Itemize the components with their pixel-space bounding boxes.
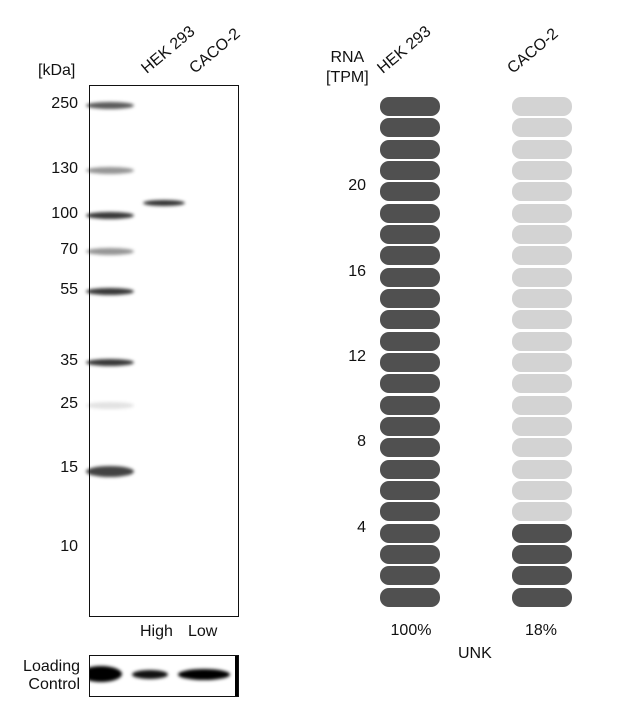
rna-bar-segment-caco-2 bbox=[512, 310, 572, 330]
rna-col-label-caco2: CACO-2 bbox=[504, 25, 562, 78]
y-tick-20: 20 bbox=[348, 177, 366, 195]
marker-label-250: 250 bbox=[51, 95, 78, 112]
value-label-hek293: 100% bbox=[390, 622, 432, 639]
rna-bar-segment-hek293 bbox=[380, 523, 440, 543]
y-tick-8: 8 bbox=[357, 433, 366, 451]
rna-bar-segment-caco-2 bbox=[512, 97, 572, 116]
y-tick-16: 16 bbox=[348, 262, 366, 280]
y-tick-12: 12 bbox=[348, 348, 366, 365]
rna-bar-segment-hek293 bbox=[380, 267, 440, 287]
ladder-band-250 bbox=[86, 102, 134, 109]
rna-bar-segment-hek293 bbox=[380, 374, 440, 394]
rna-bar-segment-hek293 bbox=[380, 203, 440, 223]
rna-bar-segment-caco-2 bbox=[512, 139, 572, 159]
rna-bar-segment-caco-2 bbox=[512, 438, 572, 458]
loading-band-hek293 bbox=[132, 670, 168, 679]
rna-bar-segment-hek293 bbox=[380, 417, 440, 436]
marker-label-70: 70 bbox=[60, 241, 78, 258]
rna-bar-segment-caco-2 bbox=[512, 395, 572, 415]
ladder-band-55 bbox=[86, 288, 134, 295]
rna-bar-segment-hek293 bbox=[380, 587, 440, 607]
rna-bar-segment-caco-2 bbox=[512, 161, 572, 180]
rna-label-line2: [TPM] bbox=[326, 69, 369, 86]
loading-band-caco2 bbox=[178, 669, 230, 680]
rna-bar-segment-hek293 bbox=[380, 459, 440, 479]
loading-band-ladder bbox=[90, 666, 122, 682]
rna-bar-segment-hek293 bbox=[380, 395, 440, 415]
rna-bar-segment-caco-2 bbox=[512, 566, 572, 586]
rna-bar-segment-hek293 bbox=[380, 566, 440, 586]
marker-label-100: 100 bbox=[51, 205, 78, 222]
hek293-band bbox=[143, 200, 185, 206]
lane-label-hek293: HEK 293 bbox=[138, 23, 199, 78]
rna-bar-segment-caco-2 bbox=[512, 225, 572, 244]
rna-bar-segment-hek293 bbox=[380, 438, 440, 458]
rna-bar-segment-caco-2 bbox=[512, 417, 572, 436]
expression-low: Low bbox=[188, 623, 218, 640]
value-label-caco2: 18% bbox=[524, 622, 558, 639]
loading-label-line2: Control bbox=[28, 676, 80, 693]
y-tick-4: 4 bbox=[357, 518, 366, 536]
rna-bar-segment-caco-2 bbox=[512, 203, 572, 223]
rna-bar-segment-caco-2 bbox=[512, 374, 572, 394]
rna-bar-segment-hek293 bbox=[380, 310, 440, 330]
rna-bar-segment-caco-2 bbox=[512, 289, 572, 308]
rna-bar-segment-caco-2 bbox=[512, 118, 572, 138]
rna-bar-segment-hek293 bbox=[380, 246, 440, 266]
marker-label-130: 130 bbox=[51, 160, 78, 177]
loading-control-label: Loading Control bbox=[16, 658, 80, 694]
rna-bar-segment-hek293 bbox=[380, 353, 440, 372]
rna-bar-segment-hek293 bbox=[380, 225, 440, 244]
loading-label-line1: Loading bbox=[23, 658, 80, 675]
ladder-band-100 bbox=[86, 212, 134, 219]
ladder-band-130 bbox=[86, 167, 134, 174]
rna-bar-segment-caco-2 bbox=[512, 182, 572, 202]
marker-label-25: 25 bbox=[60, 395, 78, 412]
rna-bar-segment-caco-2 bbox=[512, 459, 572, 479]
ladder-band-70 bbox=[86, 248, 134, 255]
marker-label-35: 35 bbox=[60, 352, 78, 369]
rna-bar-segment-hek293 bbox=[380, 161, 440, 180]
expression-high: High bbox=[140, 623, 173, 640]
rna-label-line1: RNA bbox=[330, 49, 365, 66]
rna-bar-segment-hek293 bbox=[380, 331, 440, 351]
rna-bar-segment-hek293 bbox=[380, 139, 440, 159]
rna-bar-segment-caco-2 bbox=[512, 331, 572, 351]
rna-col-label-hek293: HEK 293 bbox=[374, 23, 435, 78]
rna-bar-segment-caco-2 bbox=[512, 523, 572, 543]
rna-bar-segment-hek293 bbox=[380, 502, 440, 522]
loading-control-panel bbox=[89, 655, 239, 697]
rna-bar-segment-hek293 bbox=[380, 182, 440, 202]
rna-bar-segment-caco-2 bbox=[512, 587, 572, 607]
rna-bar-segment-caco-2 bbox=[512, 502, 572, 522]
rna-bar-segment-hek293 bbox=[380, 545, 440, 564]
rna-bar-segment-caco-2 bbox=[512, 246, 572, 266]
ladder-band-25 bbox=[86, 402, 134, 409]
marker-label-55: 55 bbox=[60, 281, 78, 298]
rna-bar-segment-caco-2 bbox=[512, 267, 572, 287]
rna-bar-segment-hek293 bbox=[380, 97, 440, 116]
panel-edge bbox=[235, 656, 238, 696]
ladder-band-35 bbox=[86, 359, 134, 366]
rna-bar-segment-caco-2 bbox=[512, 353, 572, 372]
marker-label-10: 10 bbox=[60, 538, 78, 555]
rna-axis-label: RNA [TPM] bbox=[326, 48, 369, 88]
marker-label-15: 15 bbox=[60, 459, 78, 476]
ladder-band-15 bbox=[86, 466, 134, 477]
blot-panel bbox=[86, 85, 239, 617]
rna-bar-segment-hek293 bbox=[380, 289, 440, 308]
kda-label: [kDa] bbox=[38, 62, 76, 79]
rna-bar-segment-hek293 bbox=[380, 118, 440, 138]
rna-bar-segment-hek293 bbox=[380, 481, 440, 500]
unit-label: UNK bbox=[458, 645, 492, 662]
rna-bar-segment-caco-2 bbox=[512, 545, 572, 564]
rna-bar-segment-caco-2 bbox=[512, 481, 572, 500]
